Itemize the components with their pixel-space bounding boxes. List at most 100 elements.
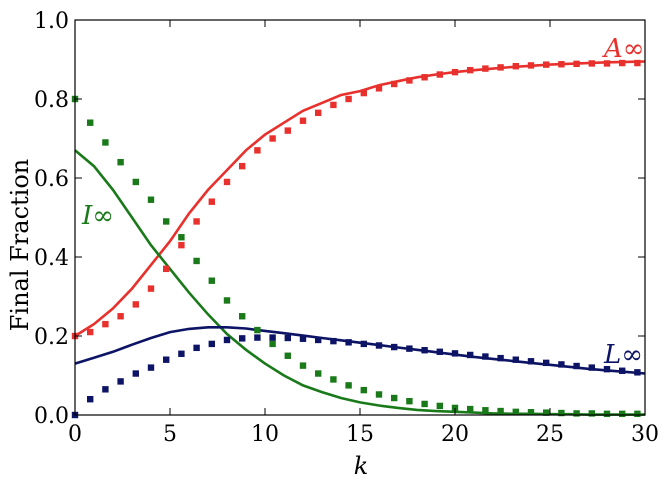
x-tick-label-3: 15: [346, 422, 374, 447]
series-marker-3-15: [299, 117, 307, 124]
series-marker-5-8: [193, 344, 200, 352]
series-marker-3-7: [178, 241, 185, 249]
y-tick-label-5: 1.0: [34, 9, 69, 34]
series-marker-4-4: [132, 178, 139, 186]
series-marker-3-31: [543, 61, 550, 68]
series-marker-4-11: [239, 313, 246, 320]
series-marker-3-8: [193, 218, 200, 225]
series-marker-5-32: [558, 361, 565, 368]
series-marker-3-3: [117, 313, 124, 320]
series-marker-4-30: [527, 409, 535, 416]
series-marker-4-17: [330, 376, 337, 383]
series-marker-3-12: [254, 147, 261, 154]
series-marker-3-1: [87, 328, 94, 336]
series-marker-3-28: [497, 64, 504, 71]
series-marker-3-18: [345, 95, 352, 103]
series-marker-3-17: [330, 101, 337, 109]
series-marker-4-7: [178, 234, 185, 241]
series-marker-4-22: [406, 397, 413, 405]
series-marker-5-28: [497, 354, 504, 362]
series-marker-3-20: [375, 85, 383, 92]
series-marker-5-12: [254, 334, 261, 341]
series-marker-4-3: [117, 159, 124, 166]
series-marker-4-25: [451, 404, 459, 412]
series-line-1: [74, 149, 645, 416]
series-marker-3-25: [451, 68, 459, 76]
y-tick-label-3: 0.6: [34, 167, 69, 192]
series-marker-3-11: [239, 162, 246, 170]
series-marker-5-5: [147, 364, 155, 371]
series-marker-5-6: [163, 356, 170, 363]
y-tick-label-2: 0.4: [34, 246, 69, 271]
series-marker-3-2: [102, 320, 109, 328]
series-marker-4-27: [482, 407, 489, 414]
series-marker-5-33: [573, 362, 580, 370]
series-marker-4-19: [360, 386, 367, 394]
y-tick-label-4: 0.8: [34, 88, 69, 113]
annotation-a-infinity: A∞: [602, 34, 644, 64]
series-marker-5-16: [315, 336, 322, 344]
series-marker-3-23: [421, 74, 428, 81]
series-marker-4-10: [223, 297, 231, 304]
series-marker-5-31: [543, 359, 550, 367]
series-marker-5-19: [360, 340, 367, 348]
series-marker-4-36: [619, 410, 626, 418]
y-tick-label-0: 0.0: [34, 404, 69, 429]
series-marker-3-9: [208, 198, 215, 205]
series-marker-5-11: [239, 335, 246, 342]
x-tick-label-4: 20: [441, 422, 469, 447]
series-marker-3-37: [634, 59, 641, 67]
series-marker-3-30: [527, 62, 535, 69]
series-marker-4-34: [588, 410, 595, 417]
series-marker-4-15: [299, 362, 307, 369]
series-marker-3-34: [588, 60, 595, 67]
series-marker-5-7: [178, 350, 185, 357]
series-marker-3-16: [315, 109, 322, 117]
annotation-l-infinity: L∞: [603, 340, 643, 370]
series-marker-3-24: [436, 71, 443, 78]
series-marker-4-37: [634, 410, 641, 418]
series-marker-5-2: [102, 386, 109, 393]
series-marker-3-4: [132, 301, 139, 308]
series-marker-3-5: [147, 285, 155, 292]
series-marker-4-21: [391, 394, 398, 402]
series-marker-5-24: [436, 348, 443, 355]
series-marker-5-4: [132, 370, 139, 377]
series-marker-5-1: [87, 396, 94, 403]
x-tick-label-6: 30: [631, 422, 659, 447]
series-marker-5-13: [269, 334, 276, 341]
series-marker-4-14: [284, 352, 291, 359]
series-marker-4-23: [421, 400, 428, 408]
y-axis-title: Final Fraction: [6, 159, 34, 332]
series-marker-4-32: [558, 409, 565, 417]
series-marker-5-9: [208, 340, 215, 348]
x-tick-label-0: 0: [68, 422, 82, 447]
series-marker-5-22: [406, 345, 413, 352]
annotation-i-infinity: I∞: [81, 201, 114, 231]
series-line-0: [74, 60, 646, 338]
series-marker-5-27: [482, 353, 489, 360]
series-marker-4-12: [254, 326, 261, 334]
series-marker-4-18: [345, 382, 352, 389]
series-marker-4-20: [375, 391, 383, 398]
series-marker-3-21: [391, 80, 398, 88]
series-marker-3-29: [512, 63, 519, 70]
series-marker-3-32: [558, 61, 565, 68]
series-marker-3-35: [603, 60, 611, 67]
series-marker-5-36: [619, 367, 626, 374]
series-marker-5-30: [527, 358, 535, 365]
series-line-2: [74, 325, 646, 375]
series-marker-5-37: [634, 369, 641, 376]
series-marker-3-13: [269, 135, 276, 142]
series-marker-5-10: [223, 336, 231, 344]
x-tick-label-2: 10: [251, 422, 279, 447]
series-marker-3-36: [619, 59, 626, 67]
series-marker-5-14: [284, 334, 291, 342]
series-marker-5-17: [330, 337, 337, 345]
series-marker-4-8: [193, 257, 200, 265]
series-marker-3-33: [573, 60, 580, 68]
tick-labels: 0 5 10 15 20 25 30 0.0 0.2 0.4 0.6 0.8 1.0: [34, 9, 659, 447]
x-tick-label-5: 25: [536, 422, 564, 447]
x-tick-label-1: 5: [163, 422, 177, 447]
series-marker-4-5: [147, 196, 155, 203]
